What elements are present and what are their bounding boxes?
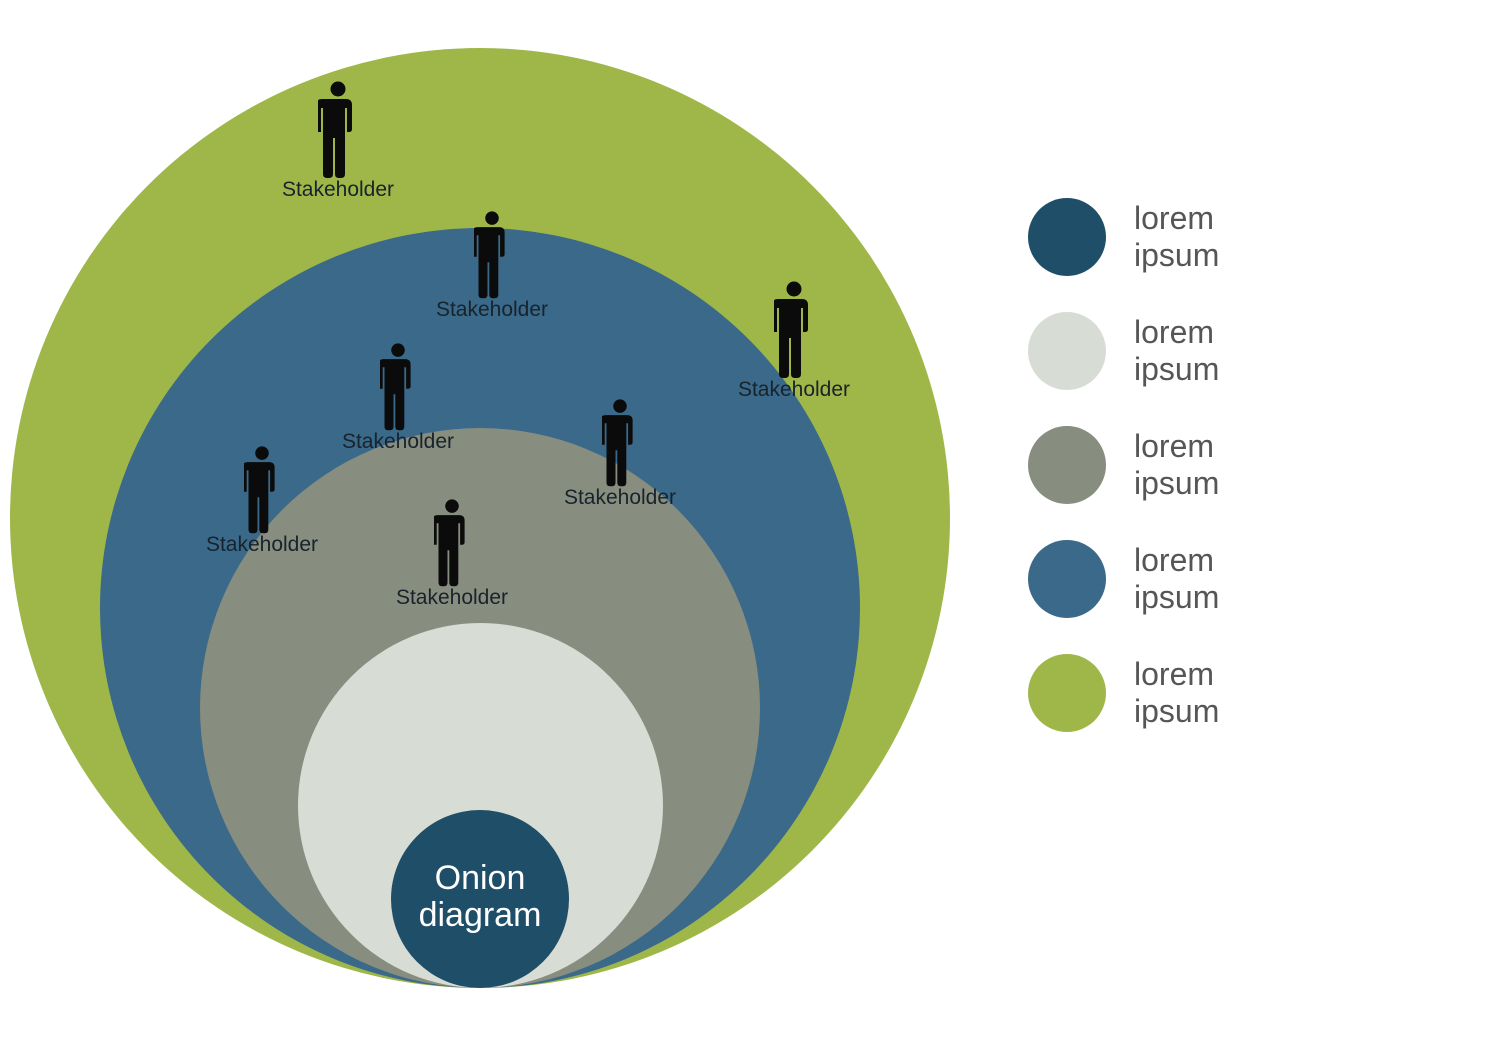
legend-label: lorem ipsum bbox=[1134, 656, 1219, 730]
legend-label: lorem ipsum bbox=[1134, 314, 1219, 388]
legend-swatch bbox=[1028, 540, 1106, 618]
person-icon bbox=[602, 398, 638, 488]
core-label-line1: Onion bbox=[435, 859, 526, 897]
legend-swatch bbox=[1028, 426, 1106, 504]
core-label: Onion diagram bbox=[391, 860, 569, 935]
legend-swatch bbox=[1028, 654, 1106, 732]
person-icon bbox=[474, 210, 510, 300]
legend-item-4: lorem ipsum bbox=[1028, 654, 1219, 732]
legend-item-0: lorem ipsum bbox=[1028, 198, 1219, 276]
stakeholder-label: Stakeholder bbox=[328, 430, 468, 454]
legend-item-1: lorem ipsum bbox=[1028, 312, 1219, 390]
person-icon bbox=[318, 80, 358, 180]
stakeholder-label: Stakeholder bbox=[550, 486, 690, 510]
legend-swatch bbox=[1028, 198, 1106, 276]
onion-diagram-canvas: Onion diagram Stakeholder Stakeholder St… bbox=[0, 0, 1497, 1042]
stakeholder-6: Stakeholder bbox=[382, 498, 522, 610]
person-icon bbox=[244, 445, 280, 535]
stakeholder-label: Stakeholder bbox=[724, 378, 864, 402]
person-icon bbox=[434, 498, 470, 588]
legend-label: lorem ipsum bbox=[1134, 428, 1219, 502]
stakeholder-1: Stakeholder bbox=[724, 280, 864, 402]
person-icon bbox=[380, 342, 416, 432]
stakeholder-label: Stakeholder bbox=[422, 298, 562, 322]
legend-item-2: lorem ipsum bbox=[1028, 426, 1219, 504]
legend-label: lorem ipsum bbox=[1134, 200, 1219, 274]
person-icon bbox=[774, 280, 814, 380]
stakeholder-3: Stakeholder bbox=[328, 342, 468, 454]
core-label-line2: diagram bbox=[419, 896, 542, 934]
stakeholder-5: Stakeholder bbox=[192, 445, 332, 557]
legend-swatch bbox=[1028, 312, 1106, 390]
stakeholder-label: Stakeholder bbox=[268, 178, 408, 202]
stakeholder-label: Stakeholder bbox=[192, 533, 332, 557]
stakeholder-2: Stakeholder bbox=[422, 210, 562, 322]
stakeholder-0: Stakeholder bbox=[268, 80, 408, 202]
legend-label: lorem ipsum bbox=[1134, 542, 1219, 616]
stakeholder-label: Stakeholder bbox=[382, 586, 522, 610]
legend-item-3: lorem ipsum bbox=[1028, 540, 1219, 618]
stakeholder-4: Stakeholder bbox=[550, 398, 690, 510]
